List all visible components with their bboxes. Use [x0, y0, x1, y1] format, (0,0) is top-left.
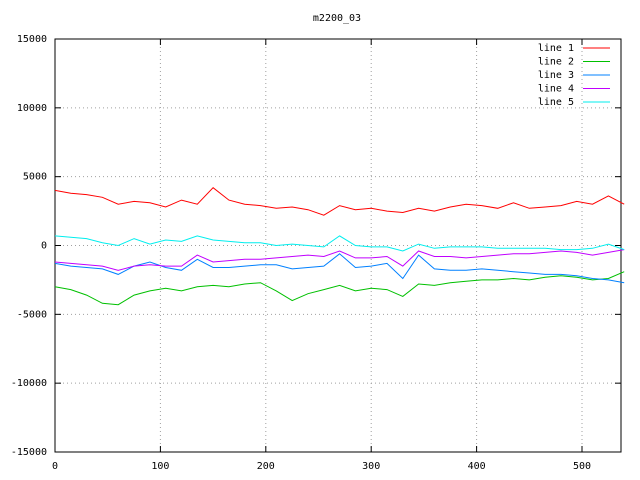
chart-title: m2200_03 — [313, 13, 361, 24]
x-tick-label: 500 — [573, 461, 591, 472]
x-tick-label: 100 — [151, 461, 169, 472]
data-line — [54, 187, 625, 216]
y-tick-label: -5000 — [17, 309, 47, 320]
x-tick-label: 200 — [257, 461, 275, 472]
data-line — [54, 271, 625, 306]
plot-border — [54, 38, 622, 453]
legend-label: line 2 — [538, 57, 574, 68]
legend-label: line 4 — [538, 84, 574, 95]
y-tick-label: 15000 — [17, 34, 47, 45]
legend-label: line 3 — [538, 70, 574, 81]
y-tick-label: 10000 — [17, 103, 47, 114]
x-tick-label: 0 — [52, 461, 58, 472]
y-tick-label: 0 — [41, 241, 47, 252]
data-line — [54, 253, 625, 284]
data-line — [54, 249, 625, 271]
x-tick-label: 300 — [362, 461, 380, 472]
y-tick-label: -10000 — [11, 378, 47, 389]
y-tick-label: -15000 — [11, 447, 47, 458]
data-line — [54, 235, 625, 252]
legend-label: line 1 — [538, 43, 574, 54]
x-tick-label: 400 — [468, 461, 486, 472]
y-tick-label: 5000 — [23, 172, 47, 183]
legend-label: line 5 — [538, 97, 574, 108]
